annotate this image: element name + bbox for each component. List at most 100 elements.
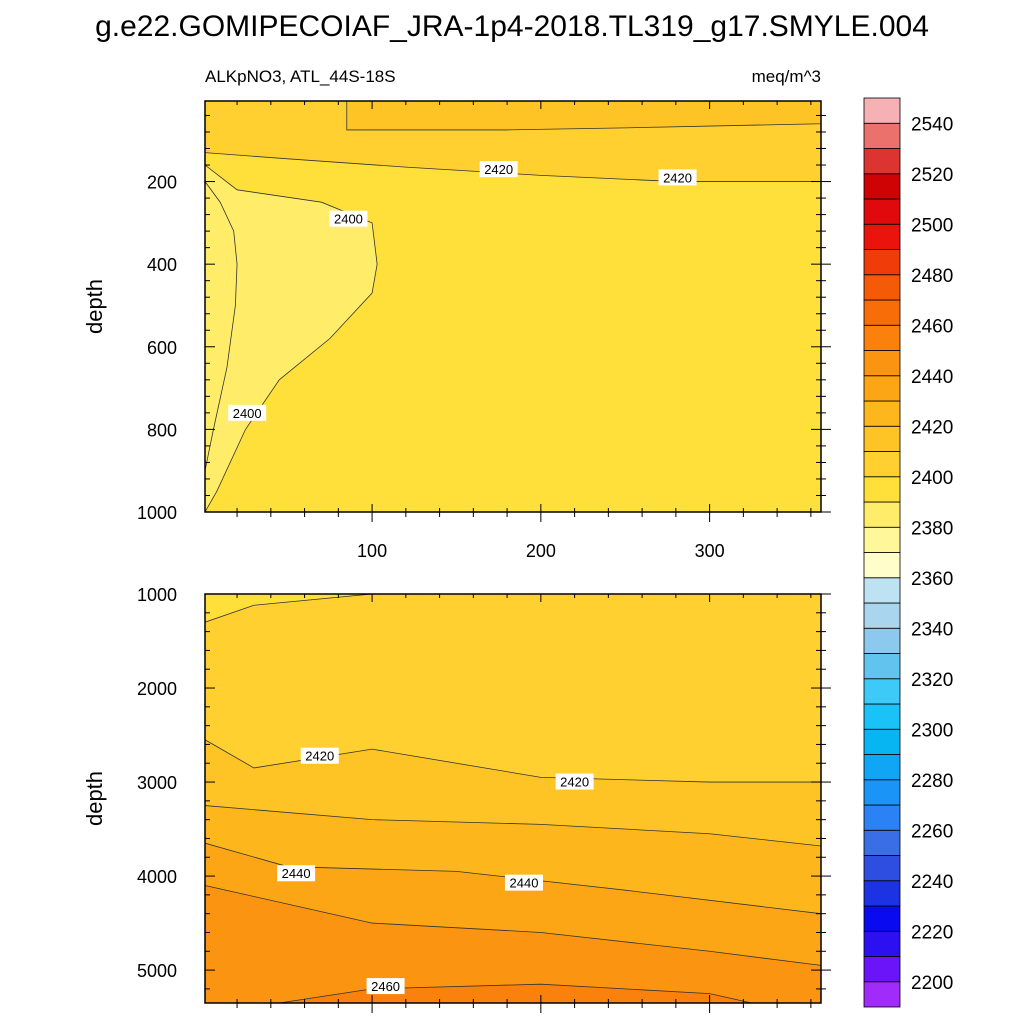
colorbar-swatch	[863, 880, 901, 907]
units-label: meq/m^3	[752, 67, 821, 86]
colorbar-tick-label: 2280	[911, 771, 953, 792]
colorbar-swatch	[863, 476, 901, 503]
x-tick-label: 200	[526, 541, 556, 561]
colorbar-tick-label: 2260	[911, 821, 953, 842]
colorbar-swatch	[863, 728, 901, 755]
contour-line-2425	[205, 739, 821, 783]
contour-label: 2460	[371, 979, 400, 994]
contour-label-bg	[329, 210, 368, 227]
y-tick-label: 800	[147, 420, 177, 440]
y-tick-label: 1000	[137, 585, 177, 605]
colorbar-swatch	[863, 653, 901, 680]
colorbar-swatch	[863, 804, 901, 831]
x-tick-label: 100	[357, 541, 387, 561]
contour-labels: 2420 2420 2400 2400	[228, 161, 697, 421]
colorbar-tick-label: 2460	[911, 316, 953, 337]
contour-label: 2420	[560, 775, 589, 790]
colorbar-swatch	[863, 905, 901, 932]
colorbar-swatch	[863, 855, 901, 882]
colorbar-swatch	[863, 703, 901, 730]
contour-region-2395	[205, 164, 378, 512]
contour-label-bg	[658, 169, 697, 186]
contour-label: 2400	[233, 406, 262, 421]
colorbar-swatch	[863, 678, 901, 705]
colorbar-tick-label: 2520	[911, 165, 953, 186]
colorbar-swatch	[863, 526, 901, 553]
axis-ticks: 1000 2000 3000 4000 5000	[137, 585, 831, 1013]
colorbar-tick-label: 2220	[911, 922, 953, 943]
contour-label: 2440	[510, 876, 539, 891]
colorbar-swatch	[863, 425, 901, 452]
colorbar-tick-label: 2300	[911, 720, 953, 741]
variable-label: ALKpNO3, ATL_44S-18S	[205, 67, 396, 86]
colorbar-tick-label: 2380	[911, 518, 953, 539]
contour-label-bg	[277, 865, 316, 882]
y-tick-label: 200	[147, 173, 177, 193]
contour-line-2415	[205, 594, 821, 623]
colorbar-tick-label: 2360	[911, 569, 953, 590]
contour-region-2425	[346, 101, 821, 131]
colorbar-swatch	[863, 249, 901, 276]
contour-line-2435	[205, 805, 821, 847]
contour-label-bg	[479, 161, 518, 178]
colorbar-swatch	[863, 274, 901, 301]
colorbar-tick-label: 2500	[911, 215, 953, 236]
plot-frame	[204, 593, 822, 1004]
colorbar-swatch	[863, 299, 901, 326]
colorbar-swatch	[863, 400, 901, 427]
colorbar-swatch	[863, 981, 901, 1008]
contour-fills	[205, 594, 821, 1003]
colorbar-swatch	[863, 122, 901, 149]
panel-lower: 2420 2420 2440 2440 2460 1000 2000 3000 4000 5000…	[82, 585, 831, 1013]
y-tick-label: 400	[147, 255, 177, 275]
x-tick-label: 300	[695, 541, 725, 561]
contour-labels: 2420 2420 2440 2440 2460	[277, 747, 594, 995]
y-axis-title: depth	[82, 279, 107, 334]
colorbar-swatch	[863, 956, 901, 983]
y-axis-title: depth	[82, 771, 107, 826]
axis-ticks: 100 200 300 200 400 600 800 1000	[137, 101, 831, 561]
colorbar: 2200 2220 2240 2260 2280 2300 2320 2340 2360 2380…	[863, 97, 953, 1008]
colorbar-tick-label: 2340	[911, 619, 953, 640]
contour-line-2445	[205, 842, 821, 915]
y-tick-label: 1000	[137, 503, 177, 523]
colorbar-swatch	[863, 223, 901, 250]
contour-label: 2440	[282, 866, 311, 881]
colorbar-swatch	[863, 173, 901, 200]
y-tick-label: 600	[147, 338, 177, 358]
contour-label-bg	[555, 773, 594, 790]
colorbar-tick-label: 2240	[911, 872, 953, 893]
contour-line-2465	[279, 983, 752, 1003]
contour-label-bg	[300, 747, 339, 764]
contour-label: 2400	[334, 212, 363, 227]
y-tick-label: 5000	[137, 961, 177, 981]
colorbar-swatch	[863, 779, 901, 806]
colorbar-tick-label: 2200	[911, 973, 953, 994]
contour-label-bg	[228, 404, 267, 421]
colorbar-swatch	[863, 148, 901, 175]
colorbar-swatch	[863, 350, 901, 377]
y-tick-label: 3000	[137, 773, 177, 793]
colorbar-tick-label: 2540	[911, 114, 953, 135]
colorbar-swatch	[863, 198, 901, 225]
chart-title: g.e22.GOMIPECOIAF_JRA-1p4-2018.TL319_g17…	[95, 10, 929, 43]
y-tick-label: 4000	[137, 867, 177, 887]
colorbar-swatch	[863, 829, 901, 856]
contour-region-2455	[205, 885, 821, 1003]
colorbar-swatch	[863, 324, 901, 351]
y-tick-label: 2000	[137, 679, 177, 699]
colorbar-tick-label: 2440	[911, 367, 953, 388]
colorbar-swatch	[863, 451, 901, 478]
colorbar-swatch	[863, 930, 901, 957]
colorbar-swatch	[863, 375, 901, 402]
contour-label-bg	[504, 874, 543, 891]
colorbar-swatch	[863, 501, 901, 528]
contour-line-2455	[205, 885, 821, 966]
contour-label: 2420	[663, 170, 692, 185]
colorbar-tick-label: 2480	[911, 266, 953, 287]
contour-label: 2420	[484, 162, 513, 177]
colorbar-swatch	[863, 627, 901, 654]
